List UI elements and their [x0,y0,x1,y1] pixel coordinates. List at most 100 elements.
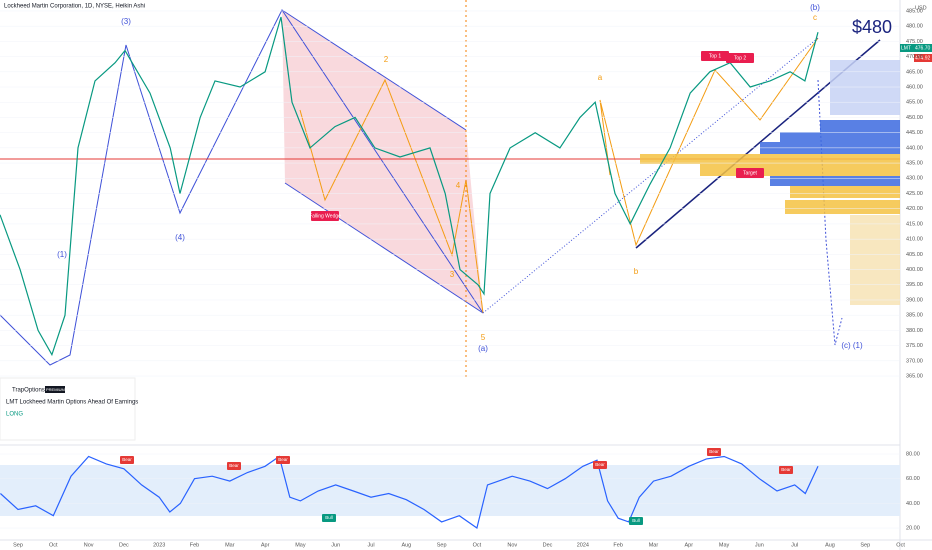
x-tick-label: Jul [791,542,798,548]
y-tick-label: 20.00 [906,525,920,531]
rsi-annotation: Bear [122,457,132,462]
y-tick-label: 375.00 [906,343,923,349]
x-tick-label: Apr [261,542,270,548]
y-tick-label: 445.00 [906,130,923,136]
x-tick-label: Nov [507,542,517,548]
x-tick-label: Oct [896,542,905,548]
annotation: (a) [478,344,488,353]
rsi-tag [276,456,290,464]
annotation: (b) [810,3,820,12]
idea-badge-bg [45,386,65,393]
idea-badge: PREMIUM [46,387,65,392]
y-tick-label: 425.00 [906,191,923,197]
y-tick-label: 440.00 [906,145,923,151]
y-tick-label: 390.00 [906,297,923,303]
rsi-tag [227,462,241,470]
x-tick-label: Sep [437,542,447,548]
idea-card[interactable] [0,377,136,441]
x-tick-label: Dec [543,542,553,548]
rsi-tag [322,514,336,522]
price-tag [914,44,932,52]
idea-direction: LONG [6,412,23,418]
annotation-box [701,51,729,61]
y-tick-label: 480.00 [906,24,923,30]
y-tick-label: 470.00 [906,54,923,60]
y-tick-label: 435.00 [906,161,923,167]
annotation-box [736,168,764,178]
x-tick-label: Sep [13,542,23,548]
annotation: $480 [852,17,892,37]
projection-line [482,37,819,314]
annotation: 2 [384,55,389,64]
x-tick-label: Apr [684,542,693,548]
annotation: Falling Wedge [309,213,341,219]
y-tick-label: 370.00 [906,358,923,364]
price-tag [914,54,932,62]
rsi-tag [707,448,721,456]
annotation: Target [743,170,758,176]
x-tick-label: Jun [331,542,340,548]
series-line [0,455,819,529]
series-line [0,16,819,357]
rsi-tag [779,466,793,474]
x-tick-label: Aug [825,542,835,548]
x-tick-label: 2024 [577,542,589,548]
last-price: 476.70 [915,45,931,51]
x-tick-label: Dec [119,542,129,548]
y-tick-label: 40.00 [906,501,920,507]
annotation: 3 [450,270,455,279]
annotation-box [311,211,339,221]
annotation: Top 1 [709,53,721,59]
y-tick-label: 395.00 [906,282,923,288]
x-tick-label: Sep [860,542,870,548]
x-tick-label: Jun [755,542,764,548]
x-tick-label: Oct [473,542,482,548]
annotation: (c) (1) [841,341,863,350]
rsi-annotation: Bear [229,463,239,468]
x-tick-label: Aug [401,542,411,548]
rsi-tag [593,461,607,469]
y-tick-label: 465.00 [906,69,923,75]
symbol-tag [900,44,914,52]
prev-price: 474.92 [915,55,931,61]
rsi-annotation: Bear [595,462,605,467]
rsi-annotation: Bull [325,515,333,520]
y-tick-label: 385.00 [906,313,923,319]
y-tick-label: 415.00 [906,221,923,227]
x-tick-label: Jul [368,542,375,548]
y-tick-label: 80.00 [906,451,920,457]
annotation: (4) [175,233,185,242]
chart-title: Lockheed Martin Corporation, 1D, NYSE, H… [4,4,145,10]
y-tick-label: 365.00 [906,373,923,379]
x-tick-label: 2023 [153,542,165,548]
rsi-annotation: Bull [632,518,640,523]
idea-author: TrapOptions [12,388,45,394]
y-tick-label: 380.00 [906,328,923,334]
rsi-annotation: Bear [781,467,791,472]
wedge-line [281,9,467,131]
y-tick-label: 460.00 [906,84,923,90]
annotation: (1) [57,250,67,259]
y-tick-label: 410.00 [906,237,923,243]
x-tick-label: May [719,542,730,548]
y-tick-label: 455.00 [906,100,923,106]
y-tick-label: 60.00 [906,476,920,482]
rsi-tag [120,456,134,464]
annotation: (3) [121,17,131,26]
rsi-band [0,465,900,516]
x-tick-label: Nov [84,542,94,548]
annotation: Top 2 [734,55,746,61]
annotation: c [813,13,817,22]
y-tick-label: 405.00 [906,252,923,258]
volume-profile [640,60,900,305]
rsi-annotation: Bear [278,457,288,462]
x-tick-label: Mar [649,542,659,548]
y-tick-label: 420.00 [906,206,923,212]
wave-line [299,78,484,314]
y-tick-label: 430.00 [906,176,923,182]
y-tick-label: 450.00 [906,115,923,121]
x-tick-label: Oct [49,542,58,548]
x-tick-label: Feb [190,542,199,548]
rsi-tag [629,517,643,525]
